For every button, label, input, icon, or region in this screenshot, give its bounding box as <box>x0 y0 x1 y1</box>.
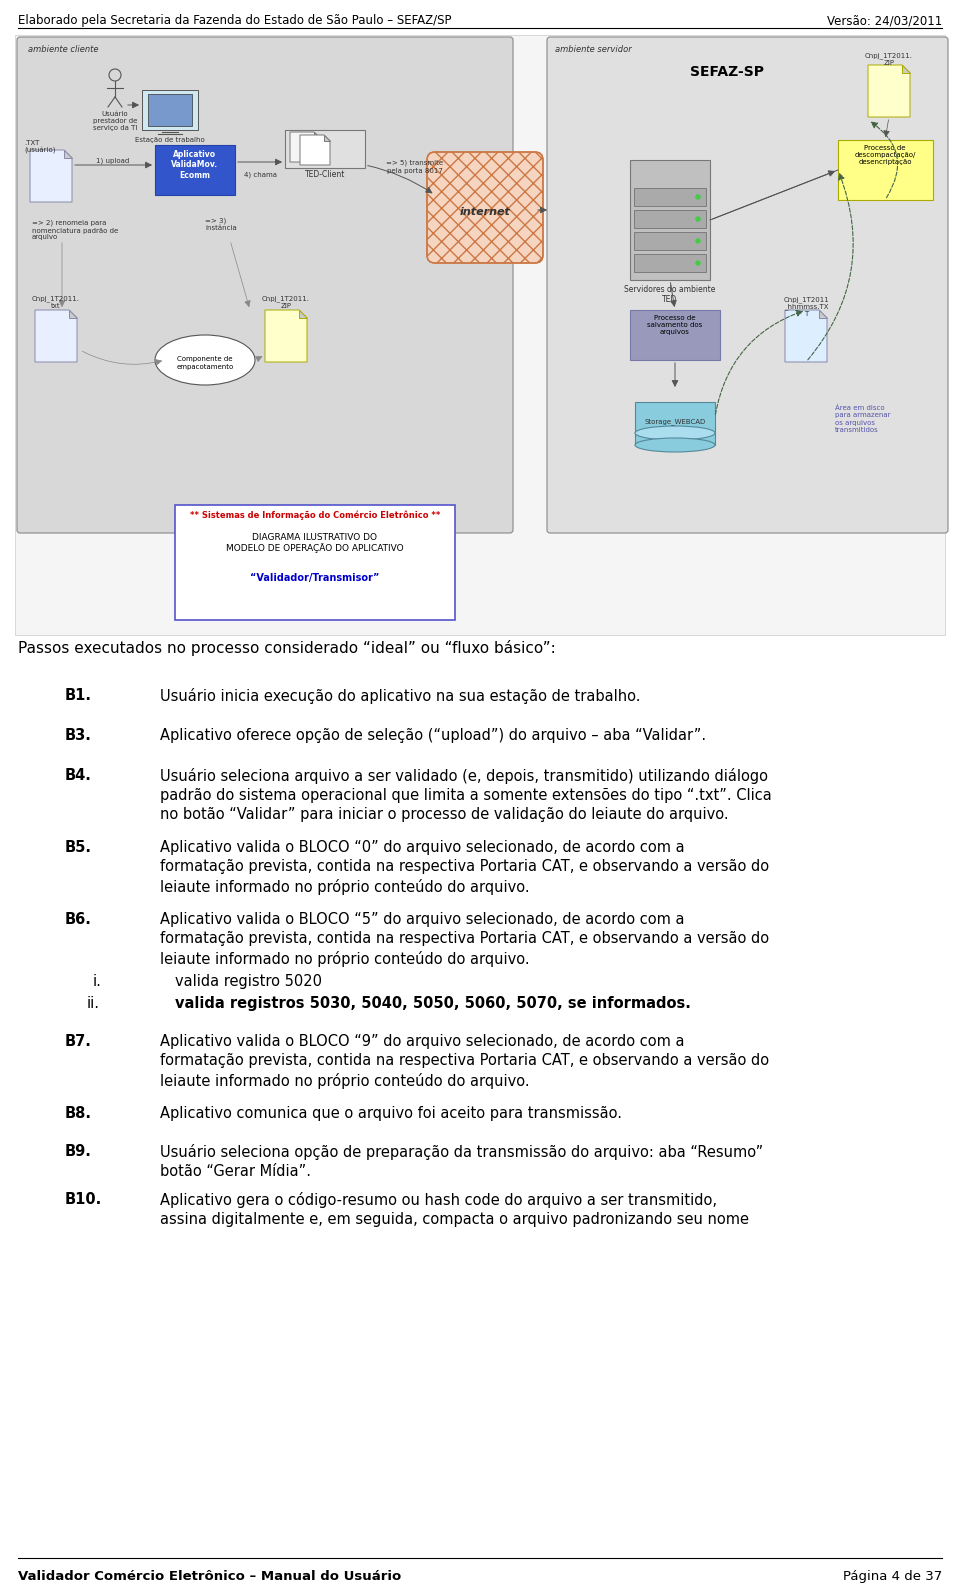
Circle shape <box>696 261 700 265</box>
Ellipse shape <box>635 439 715 451</box>
Text: B10.: B10. <box>65 1192 103 1208</box>
Text: Versão: 24/03/2011: Versão: 24/03/2011 <box>827 14 942 27</box>
Text: B6.: B6. <box>65 912 92 926</box>
FancyBboxPatch shape <box>148 94 192 126</box>
FancyBboxPatch shape <box>155 145 235 195</box>
Text: B1.: B1. <box>65 688 92 702</box>
Text: Cnpj_1T2011
_hhmmss.TX
T: Cnpj_1T2011 _hhmmss.TX T <box>783 296 828 318</box>
Polygon shape <box>30 149 72 202</box>
Text: Usuário inicia execução do aplicativo na sua estação de trabalho.: Usuário inicia execução do aplicativo na… <box>160 688 640 704</box>
Polygon shape <box>902 65 910 73</box>
FancyBboxPatch shape <box>838 140 933 200</box>
Text: Cnpj_1T2011.
ZIP: Cnpj_1T2011. ZIP <box>262 296 310 308</box>
Text: Aplicativo valida o BLOCO “0” do arquivo selecionado, de acordo com a
formatação: Aplicativo valida o BLOCO “0” do arquivo… <box>160 841 769 895</box>
Text: Processo de
descompactação/
desencriptação: Processo de descompactação/ desencriptaç… <box>854 145 916 165</box>
Text: Área em disco
para armazenar
os arquivos
transmitidos: Área em disco para armazenar os arquivos… <box>835 405 891 432</box>
Text: Aplicativo valida o BLOCO “5” do arquivo selecionado, de acordo com a
formatação: Aplicativo valida o BLOCO “5” do arquivo… <box>160 912 769 966</box>
Text: ii.: ii. <box>87 996 100 1011</box>
Text: B4.: B4. <box>65 767 92 783</box>
Circle shape <box>696 218 700 221</box>
Polygon shape <box>314 132 320 138</box>
FancyBboxPatch shape <box>635 402 715 445</box>
Text: => 3)
instância: => 3) instância <box>205 218 237 232</box>
Text: i.: i. <box>93 974 102 988</box>
Text: B8.: B8. <box>65 1106 92 1120</box>
Polygon shape <box>324 135 330 141</box>
Text: SEFAZ-SP: SEFAZ-SP <box>690 65 764 79</box>
FancyBboxPatch shape <box>17 37 513 532</box>
Ellipse shape <box>155 335 255 385</box>
Text: Cnpj_1T2011.
ZIP: Cnpj_1T2011. ZIP <box>865 52 913 65</box>
Polygon shape <box>299 310 307 318</box>
Text: B3.: B3. <box>65 728 92 744</box>
FancyBboxPatch shape <box>427 153 543 264</box>
FancyBboxPatch shape <box>634 254 706 272</box>
FancyBboxPatch shape <box>634 188 706 207</box>
Text: 4) chama: 4) chama <box>244 172 276 178</box>
Text: Aplicativo gera o código-resumo ou hash code do arquivo a ser transmitido,
assin: Aplicativo gera o código-resumo ou hash … <box>160 1192 749 1227</box>
Text: Usuário seleciona opção de preparação da transmissão do arquivo: aba “Resumo”
bo: Usuário seleciona opção de preparação da… <box>160 1144 763 1179</box>
Polygon shape <box>785 310 827 362</box>
Text: Cnpj_1T2011.
txt: Cnpj_1T2011. txt <box>32 296 80 308</box>
Text: “Validador/Transmisor”: “Validador/Transmisor” <box>251 574 380 583</box>
Text: valida registros 5030, 5040, 5050, 5060, 5070, se informados.: valida registros 5030, 5040, 5050, 5060,… <box>175 996 691 1011</box>
Polygon shape <box>64 149 72 157</box>
Text: B5.: B5. <box>65 841 92 855</box>
Polygon shape <box>300 135 330 165</box>
FancyBboxPatch shape <box>285 130 365 168</box>
Text: Usuário seleciona arquivo a ser validado (e, depois, transmitido) utilizando diá: Usuário seleciona arquivo a ser validado… <box>160 767 772 823</box>
Text: TED-Client: TED-Client <box>305 170 346 180</box>
FancyBboxPatch shape <box>175 505 455 620</box>
Text: Servidores do ambiente
TED: Servidores do ambiente TED <box>624 284 716 305</box>
Polygon shape <box>868 65 910 118</box>
Polygon shape <box>35 310 77 362</box>
Polygon shape <box>265 310 307 362</box>
Text: Usuário
prestador de
serviço da TI: Usuário prestador de serviço da TI <box>93 111 137 130</box>
FancyBboxPatch shape <box>630 160 710 280</box>
Circle shape <box>696 195 700 199</box>
Text: Aplicativo comunica que o arquivo foi aceito para transmissão.: Aplicativo comunica que o arquivo foi ac… <box>160 1106 622 1120</box>
FancyBboxPatch shape <box>142 91 198 130</box>
Circle shape <box>696 238 700 243</box>
Text: Validador Comércio Eletrônico – Manual do Usuário: Validador Comércio Eletrônico – Manual d… <box>18 1570 401 1583</box>
Polygon shape <box>290 132 320 162</box>
Text: DIAGRAMA ILUSTRATIVO DO
MODELO DE OPERAÇÃO DO APLICATIVO: DIAGRAMA ILUSTRATIVO DO MODELO DE OPERAÇ… <box>227 532 404 553</box>
Text: ambiente servidor: ambiente servidor <box>555 44 632 54</box>
Text: => 2) renomeia para
nomenclatura padrão de
arquivo: => 2) renomeia para nomenclatura padrão … <box>32 219 118 240</box>
Text: Aplicativo
ValidaMov.
Ecomm: Aplicativo ValidaMov. Ecomm <box>172 149 219 180</box>
Text: B9.: B9. <box>65 1144 92 1158</box>
FancyBboxPatch shape <box>630 310 720 361</box>
Text: internet: internet <box>460 207 511 218</box>
Text: ** Sistemas de Informação do Comércio Eletrônico **: ** Sistemas de Informação do Comércio El… <box>190 510 441 520</box>
Text: B7.: B7. <box>65 1034 92 1049</box>
Polygon shape <box>69 310 77 318</box>
Text: .TXT
(usuário): .TXT (usuário) <box>24 140 56 154</box>
Text: Aplicativo valida o BLOCO “9” do arquivo selecionado, de acordo com a
formatação: Aplicativo valida o BLOCO “9” do arquivo… <box>160 1034 769 1088</box>
Text: Estação de trabalho: Estação de trabalho <box>135 137 204 143</box>
Text: Aplicativo oferece opção de seleção (“upload”) do arquivo – aba “Validar”.: Aplicativo oferece opção de seleção (“up… <box>160 728 707 744</box>
FancyBboxPatch shape <box>15 35 945 636</box>
Text: valida registro 5020: valida registro 5020 <box>175 974 322 988</box>
Text: Componente de
empacotamento: Componente de empacotamento <box>177 356 233 370</box>
Text: => 5) transmite
pela porta 8017: => 5) transmite pela porta 8017 <box>387 160 444 173</box>
Text: Passos executados no processo considerado “ideal” ou “fluxo básico”:: Passos executados no processo considerad… <box>18 640 556 656</box>
FancyBboxPatch shape <box>634 210 706 227</box>
Ellipse shape <box>635 426 715 440</box>
Polygon shape <box>819 310 827 318</box>
FancyBboxPatch shape <box>634 232 706 249</box>
FancyBboxPatch shape <box>547 37 948 532</box>
Text: ambiente cliente: ambiente cliente <box>28 44 99 54</box>
Text: 1) upload: 1) upload <box>96 157 130 164</box>
Text: Processo de
salvamento dos
arquivos: Processo de salvamento dos arquivos <box>647 315 703 335</box>
Text: Página 4 de 37: Página 4 de 37 <box>843 1570 942 1583</box>
Text: Elaborado pela Secretaria da Fazenda do Estado de São Paulo – SEFAZ/SP: Elaborado pela Secretaria da Fazenda do … <box>18 14 451 27</box>
Text: Storage_WEBCAD: Storage_WEBCAD <box>644 418 706 426</box>
